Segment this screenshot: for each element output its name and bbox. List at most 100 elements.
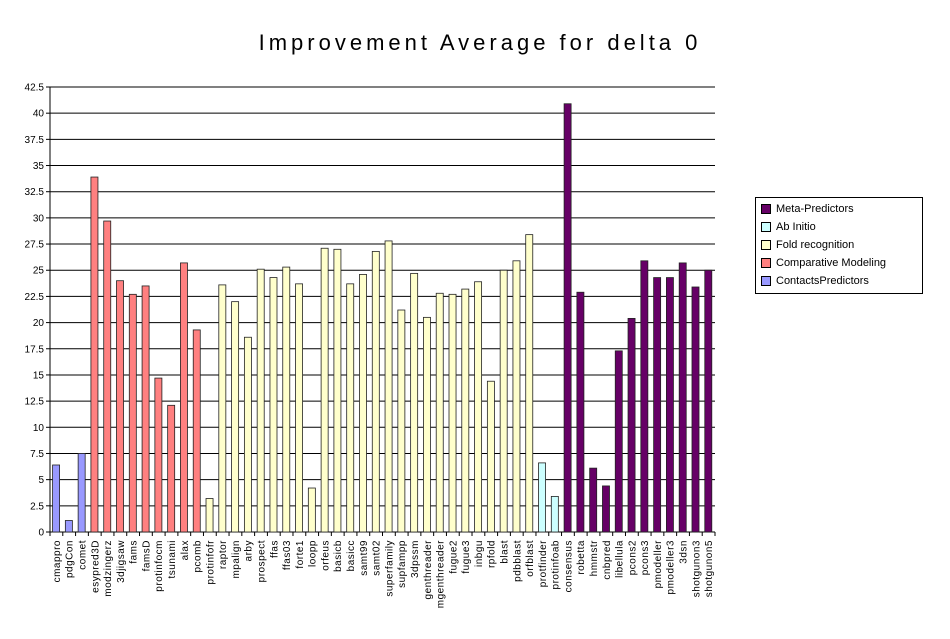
bar-shotgunon3 <box>691 286 700 533</box>
y-tick-label: 15 <box>33 370 45 381</box>
legend-swatch <box>761 276 771 286</box>
bar-hmmstr <box>589 467 598 533</box>
x-tick-label: inbgu <box>474 540 485 567</box>
x-tick-label: forte1 <box>295 540 306 569</box>
x-tick-label: pcons2 <box>627 540 638 575</box>
x-tick-label: pdbblast <box>512 540 523 582</box>
x-tick-label: genthreader <box>423 540 434 600</box>
bar-consensus <box>563 103 572 533</box>
bar-forte1 <box>295 283 303 533</box>
x-tick-label: supfampp <box>397 540 408 588</box>
y-tick-label: 7.5 <box>30 449 44 460</box>
x-tick-label: pcons3 <box>640 540 651 575</box>
legend-item: Fold recognition <box>756 236 922 254</box>
bar-famsD <box>141 285 150 533</box>
legend-swatch <box>761 222 771 232</box>
x-tick-label: fugue3 <box>461 540 472 574</box>
x-tick-label: comet <box>77 540 88 570</box>
bar-pdgCon <box>64 520 73 533</box>
y-tick-label: 22.5 <box>25 292 45 303</box>
bar-ffas03 <box>282 266 291 533</box>
y-tick-label: 5 <box>38 475 44 486</box>
x-tick-label: protfinder <box>538 540 549 587</box>
x-tick-label: ffas <box>269 540 280 558</box>
x-tick-label: basicb <box>333 540 344 572</box>
x-tick-label: 3dpssm <box>410 540 421 578</box>
x-tick-label: protinfofr <box>205 540 216 585</box>
x-tick-label: mgenthreader <box>436 540 447 608</box>
x-tick-label: shotgunon5 <box>704 540 715 597</box>
legend-swatch <box>761 240 771 250</box>
bar-shotgunon5 <box>704 269 713 533</box>
bar-3djigsaw <box>116 280 124 533</box>
x-tick-label: alax <box>180 540 191 560</box>
legend: Meta-Predictors Ab Initio Fold recognition… <box>755 197 923 294</box>
bar-cnbpred <box>602 485 610 533</box>
x-tick-label: pmodeller <box>653 540 664 589</box>
bar-esypred3D <box>90 176 99 533</box>
y-tick-label: 10 <box>33 423 45 434</box>
x-tick-label: loopp <box>308 540 319 567</box>
x-tick-label: rpfold <box>487 540 498 568</box>
x-tick-label: esypred3D <box>90 540 101 593</box>
x-tick-label: modzingerz <box>103 540 114 597</box>
y-tick-label: 32.5 <box>25 187 45 198</box>
x-tick-label: mpalign <box>231 540 242 579</box>
x-tick-label: superfamily <box>384 540 395 597</box>
bar-cmappro <box>52 464 60 533</box>
bar-mpalign <box>231 301 240 533</box>
bar-inbgu <box>474 281 483 533</box>
bar-loopp <box>307 487 316 533</box>
x-tick-label: samt02 <box>372 540 383 576</box>
legend-label: Ab Initio <box>776 221 816 233</box>
x-tick-label: prospect <box>257 540 268 582</box>
x-tick-label: 3djigsaw <box>116 540 127 583</box>
bar-pmodeller <box>653 277 662 533</box>
bar-basicb <box>333 248 342 533</box>
bar-arby <box>243 336 252 533</box>
y-tick-label: 42.5 <box>25 83 45 94</box>
x-tick-label: arby <box>244 540 255 561</box>
bar-protinfoab <box>550 495 559 533</box>
x-tick-label: protinfocm <box>154 540 165 592</box>
bar-superfamily <box>384 240 393 533</box>
bar-blast <box>499 269 508 533</box>
x-tick-label: basicc <box>346 540 357 571</box>
bar-alax <box>180 262 188 533</box>
x-tick-label: cnbpred <box>602 540 613 580</box>
x-tick-label: raptor <box>218 540 229 569</box>
x-tick-label: consensus <box>563 540 574 592</box>
x-tick-label: protinfoab <box>551 540 562 589</box>
x-tick-label: tsunami <box>167 540 178 579</box>
bar-basicc <box>346 283 355 533</box>
legend-label: Fold recognition <box>776 239 855 251</box>
y-tick-label: 2.5 <box>30 501 44 512</box>
bar-samt02 <box>371 250 380 533</box>
x-tick-label: ffas03 <box>282 540 293 570</box>
y-tick-label: 17.5 <box>25 344 45 355</box>
x-tick-label: cmappro <box>52 540 63 582</box>
x-tick-label: pmodeller3 <box>666 540 677 594</box>
bar-3dsn <box>678 262 687 533</box>
x-tick-label: robetta <box>576 540 587 575</box>
bar-samt99 <box>359 274 367 533</box>
legend-item: Comparative Modeling <box>756 254 922 272</box>
x-tick-label: pdgCon <box>65 540 76 578</box>
y-tick-label: 20 <box>33 318 45 329</box>
x-tick-label: famsD <box>141 540 152 571</box>
x-tick-label: 3dsn <box>679 540 690 564</box>
bar-protinfofr <box>205 498 214 533</box>
x-tick-label: shotgunon3 <box>691 540 702 597</box>
x-tick-label: pcomb <box>193 540 204 573</box>
x-tick-label: hmmstr <box>589 540 600 577</box>
bar-mgenthreader <box>435 292 444 533</box>
y-tick-label: 35 <box>33 161 45 172</box>
legend-item: ContactsPredictors <box>756 272 922 290</box>
bar-libellula <box>614 350 623 533</box>
chart-title: Improvement Average for delta 0 <box>258 30 702 55</box>
bar-ffas <box>269 277 278 533</box>
bar-tsunami <box>167 404 176 533</box>
legend-swatch <box>761 204 771 214</box>
x-tick-label: fugue2 <box>448 540 459 574</box>
